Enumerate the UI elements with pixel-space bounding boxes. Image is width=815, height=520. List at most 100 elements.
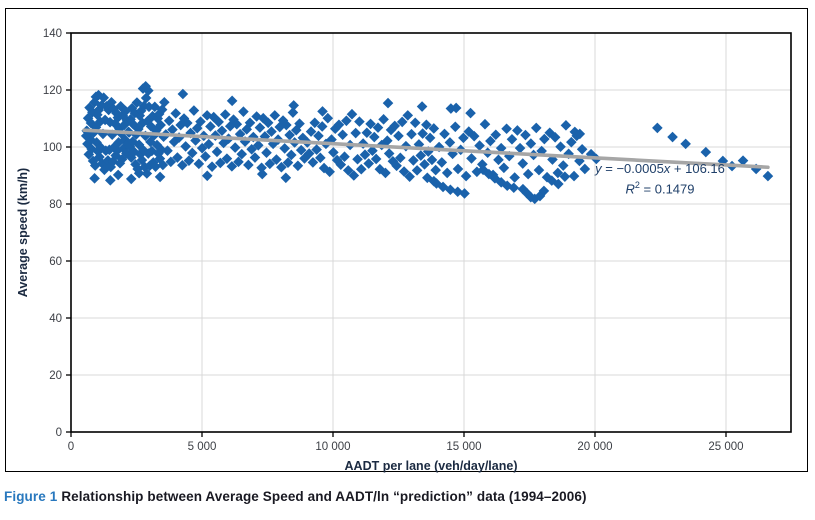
x-tick-label: 10 000: [315, 441, 350, 453]
y-axis-title: Average speed (km/h): [16, 168, 30, 297]
data-point: [165, 156, 177, 168]
data-point: [339, 151, 350, 162]
data-point: [479, 118, 491, 130]
data-point: [118, 119, 130, 131]
data-point: [365, 118, 376, 130]
y-tick-label: 20: [49, 370, 62, 382]
data-point: [529, 193, 541, 205]
data-point: [226, 161, 238, 172]
data-point: [282, 157, 294, 168]
data-point: [361, 127, 373, 139]
data-point: [380, 167, 391, 179]
data-point: [382, 135, 393, 147]
data-point: [489, 173, 501, 184]
data-point: [445, 184, 456, 196]
data-point: [452, 163, 464, 175]
data-point: [450, 121, 461, 133]
data-point: [243, 159, 254, 171]
data-point: [294, 118, 305, 129]
data-point: [86, 143, 97, 155]
data-point: [411, 165, 423, 176]
data-point: [341, 115, 352, 127]
data-point: [307, 157, 319, 168]
data-point: [436, 157, 448, 168]
data-point: [102, 155, 114, 166]
data-point: [485, 135, 496, 147]
equation-line2: R2 = 0.1479: [625, 179, 695, 197]
data-point: [557, 160, 569, 171]
data-point: [459, 188, 470, 199]
trend-line: [82, 128, 770, 170]
data-point: [111, 145, 123, 157]
data-point: [138, 100, 150, 112]
data-point: [125, 114, 136, 125]
y-tick-label: 80: [49, 199, 62, 211]
data-point: [177, 159, 188, 171]
data-point: [374, 163, 386, 175]
data-point: [121, 147, 132, 159]
data-point: [264, 158, 276, 170]
data-point: [383, 148, 395, 159]
data-point: [352, 153, 363, 165]
data-point: [269, 110, 281, 121]
data-point: [355, 163, 367, 175]
data-point: [201, 170, 213, 182]
data-point: [136, 154, 148, 166]
data-point: [116, 153, 128, 165]
data-point: [182, 117, 193, 129]
data-point: [331, 154, 343, 166]
data-point: [259, 131, 271, 142]
data-point: [188, 105, 200, 116]
data-point: [145, 136, 156, 148]
data-point: [450, 102, 462, 114]
figure-label: Figure 1: [4, 489, 58, 504]
data-point: [130, 159, 141, 170]
data-point: [311, 144, 322, 155]
data-point: [105, 175, 116, 186]
data-point: [215, 157, 226, 169]
data-point: [290, 124, 302, 136]
data-point: [168, 136, 180, 148]
data-point: [97, 128, 109, 140]
data-point: [441, 167, 453, 179]
data-point: [241, 124, 253, 135]
data-point: [574, 128, 586, 140]
data-point: [508, 182, 520, 194]
data-point: [568, 170, 580, 182]
data-point: [477, 164, 489, 176]
data-point: [124, 141, 136, 152]
x-tick-label: 15 000: [446, 441, 481, 453]
data-point: [431, 178, 442, 189]
data-point: [287, 107, 299, 118]
data-point: [474, 140, 485, 151]
y-tick-label: 140: [43, 28, 62, 40]
data-point: [256, 162, 267, 174]
data-point: [460, 170, 472, 182]
data-point: [155, 119, 166, 131]
data-point: [138, 144, 149, 156]
gridlines: [71, 33, 791, 432]
data-point: [127, 136, 139, 147]
data-point: [150, 161, 161, 172]
data-point: [305, 126, 317, 137]
data-point: [333, 119, 345, 131]
data-point: [509, 172, 520, 183]
figure-caption: Figure 1 Relationship between Average Spe…: [4, 489, 587, 504]
x-tick-label: 5 000: [188, 441, 217, 453]
data-point: [468, 130, 480, 142]
data-point: [238, 106, 249, 117]
data-point: [337, 129, 348, 141]
data-point: [203, 138, 215, 150]
data-point: [517, 158, 529, 169]
data-point: [378, 114, 389, 125]
data-point: [452, 186, 464, 198]
data-point: [737, 155, 749, 166]
data-point: [498, 162, 510, 174]
data-point: [409, 117, 421, 129]
data-point: [520, 129, 531, 141]
x-tick-label: 0: [68, 441, 74, 453]
data-point: [281, 119, 292, 131]
data-point: [154, 171, 166, 183]
data-point: [157, 159, 169, 171]
data-point: [354, 116, 365, 127]
